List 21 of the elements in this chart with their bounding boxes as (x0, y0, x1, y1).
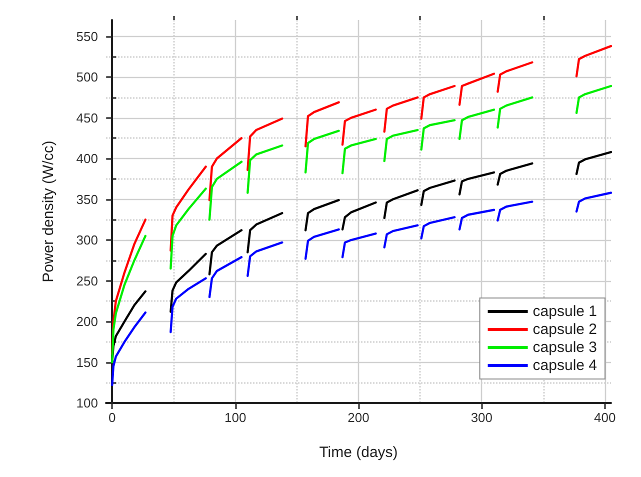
y-tick-label: 200 (76, 314, 98, 330)
y-tick-label: 500 (76, 70, 98, 85)
y-axis-title: Power density (W/cc) (40, 140, 57, 282)
y-tick-label: 550 (76, 28, 98, 44)
y-tick-label: 100 (76, 396, 98, 410)
legend-label: capsule 3 (532, 339, 598, 356)
x-tick-label: 0 (108, 410, 116, 425)
y-tick-label: 350 (76, 192, 98, 207)
y-tick-label: 450 (76, 110, 98, 126)
legend-label: capsule 4 (532, 357, 598, 374)
x-tick-label: 100 (224, 410, 246, 425)
x-tick-label: 200 (348, 410, 370, 425)
x-axis-title: Time (days) (319, 444, 398, 461)
x-tick-label: 400 (594, 410, 616, 425)
x-tick-label: 300 (470, 410, 493, 425)
legend-label: capsule 1 (532, 303, 598, 320)
y-tick-label: 300 (76, 232, 98, 248)
y-tick-label: 150 (76, 354, 98, 370)
legend-label: capsule 2 (532, 321, 598, 338)
y-tick-label: 250 (76, 273, 98, 288)
y-tick-label: 400 (76, 151, 98, 166)
